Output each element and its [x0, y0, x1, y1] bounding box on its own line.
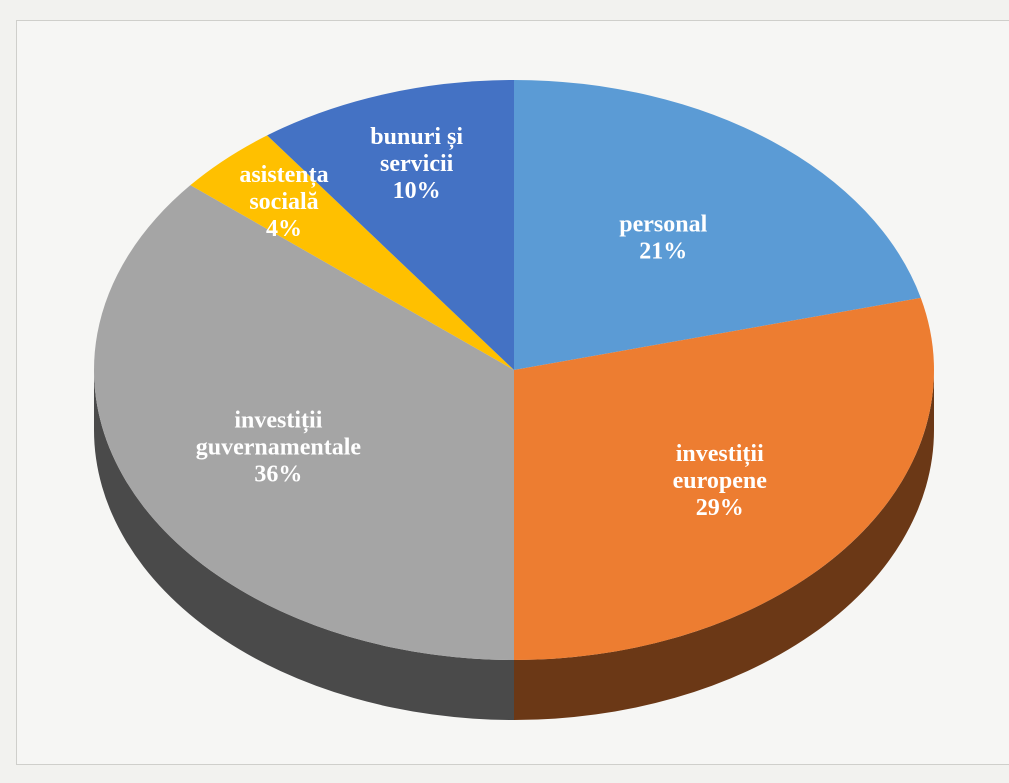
slice-bunuri-si-servicii — [267, 80, 514, 370]
data-label-investitii-guvernamentale: investiții guvernamentale 36% — [196, 408, 362, 488]
data-label-asistenta-sociala: asistența socială 4% — [239, 162, 328, 242]
slice-asistenta-sociala — [190, 135, 514, 370]
pie-slices — [94, 80, 935, 661]
pie-labels: personal 21% investiții europene 29% investiț… — [196, 124, 767, 521]
slice-personal — [514, 80, 921, 370]
data-label-personal: personal 21% — [619, 212, 707, 265]
slice-side-investitii-guvernamentale — [94, 370, 514, 720]
slice-investitii-guvernamentale — [94, 185, 514, 661]
pie-sides — [94, 370, 934, 720]
data-label-bunuri-si-servicii: bunuri și servicii 10% — [370, 124, 463, 204]
data-label-investitii-europene: investiții europene 29% — [673, 441, 768, 521]
slice-investitii-europene — [514, 297, 935, 660]
slice-side-investitii-europene — [514, 370, 934, 720]
